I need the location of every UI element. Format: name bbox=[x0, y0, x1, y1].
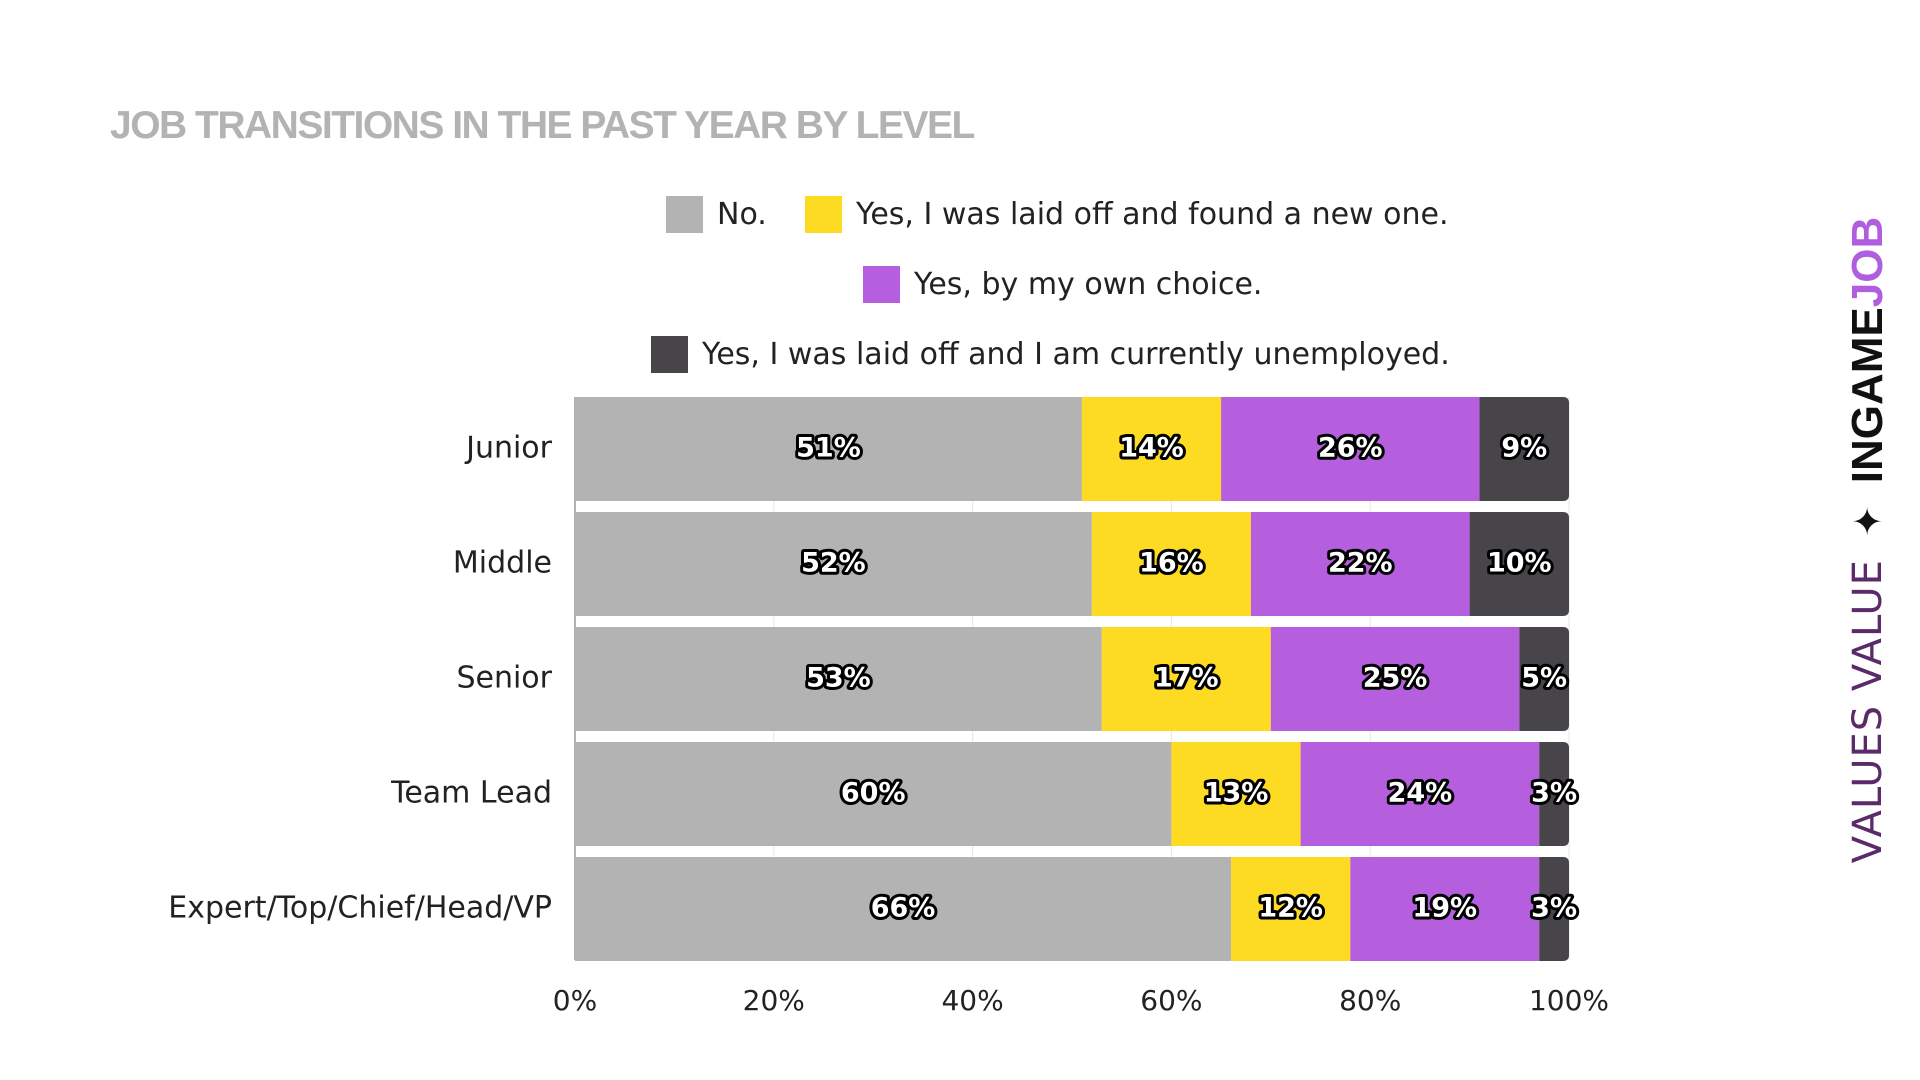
data-label: 5% bbox=[1521, 663, 1567, 694]
bar-segment-no bbox=[575, 857, 1232, 961]
x-tick-label: 40% bbox=[941, 984, 1003, 1017]
data-label: 22% bbox=[1328, 548, 1393, 579]
data-label: 3% bbox=[1531, 893, 1577, 924]
star-icon: ✦ bbox=[1846, 505, 1890, 538]
x-tick-label: 100% bbox=[1529, 984, 1609, 1017]
bar-segment-yes-by-my-own-choice bbox=[1350, 857, 1540, 961]
category-label-team-lead: Team Lead bbox=[391, 775, 552, 811]
data-label: 19% bbox=[1412, 893, 1477, 924]
category-label-senior: Senior bbox=[456, 660, 552, 696]
x-tick-label: 60% bbox=[1140, 984, 1202, 1017]
category-label-middle: Middle bbox=[452, 545, 552, 581]
data-label: 66% bbox=[871, 893, 936, 924]
data-label: 14% bbox=[1119, 433, 1184, 464]
category-label-junior: Junior bbox=[466, 430, 552, 466]
x-tick-label: 80% bbox=[1339, 984, 1401, 1017]
bar-segment-yes-by-my-own-choice bbox=[1250, 512, 1470, 616]
bar-segment-no bbox=[575, 627, 1102, 731]
data-label: 12% bbox=[1258, 893, 1323, 924]
brand-logo: VALUES VALUE ✦ INGAME JOB bbox=[1843, 217, 1893, 863]
data-label: 10% bbox=[1487, 548, 1552, 579]
data-label: 16% bbox=[1139, 548, 1204, 579]
legend-label-unemployed: Yes, I was laid off and I am currently u… bbox=[702, 337, 1450, 372]
legend-item-no: No. bbox=[666, 196, 767, 233]
data-label: 60% bbox=[841, 778, 906, 809]
bar-segment-yes-by-my-own-choice bbox=[1300, 742, 1540, 846]
data-label: 26% bbox=[1318, 433, 1383, 464]
data-label: 51% bbox=[796, 433, 861, 464]
legend-swatch-own-choice bbox=[863, 266, 900, 303]
bar-segment-no bbox=[575, 397, 1082, 501]
bar-segment-yes-i-was-laid-off-and-i-am-currently-unemployed bbox=[1469, 512, 1569, 616]
legend-item-laid-off-new-job: Yes, I was laid off and found a new one. bbox=[805, 196, 1449, 233]
legend-item-own-choice: Yes, by my own choice. bbox=[863, 266, 1262, 303]
data-label: 53% bbox=[806, 663, 871, 694]
chart-title: JOB TRANSITIONS IN THE PAST YEAR BY LEVE… bbox=[110, 104, 975, 147]
bar-segment-no bbox=[575, 742, 1172, 846]
data-label: 17% bbox=[1154, 663, 1219, 694]
bar-segment-yes-i-was-laid-off-and-i-am-currently-unemployed bbox=[1519, 627, 1569, 731]
legend-label-own-choice: Yes, by my own choice. bbox=[914, 267, 1263, 302]
bar-segment-yes-by-my-own-choice bbox=[1221, 397, 1480, 501]
legend-item-unemployed: Yes, I was laid off and I am currently u… bbox=[651, 336, 1450, 373]
bar-segment-yes-i-was-laid-off-and-found-a-new-one bbox=[1101, 627, 1271, 731]
data-label: 9% bbox=[1501, 433, 1547, 464]
bar-segment-no bbox=[575, 512, 1092, 616]
brand-name-part2: JOB bbox=[1843, 216, 1892, 308]
data-label: 52% bbox=[801, 548, 866, 579]
legend-swatch-unemployed bbox=[651, 336, 688, 373]
data-label: 25% bbox=[1363, 663, 1428, 694]
legend-swatch-no bbox=[666, 196, 703, 233]
legend-label-no: No. bbox=[717, 197, 767, 232]
bar-segment-yes-by-my-own-choice bbox=[1270, 627, 1520, 731]
bar-segment-yes-i-was-laid-off-and-i-am-currently-unemployed bbox=[1539, 742, 1569, 846]
bar-segment-yes-i-was-laid-off-and-i-am-currently-unemployed bbox=[1539, 857, 1569, 961]
bar-segment-yes-i-was-laid-off-and-found-a-new-one bbox=[1091, 512, 1251, 616]
category-label-expert: Expert/Top/Chief/Head/VP bbox=[168, 890, 552, 926]
brand-name-part1: INGAME bbox=[1843, 307, 1892, 484]
x-tick-label: 0% bbox=[553, 984, 597, 1017]
bar-segment-yes-i-was-laid-off-and-found-a-new-one bbox=[1231, 857, 1351, 961]
data-label: 24% bbox=[1388, 778, 1453, 809]
data-label: 13% bbox=[1204, 778, 1269, 809]
legend-swatch-laid-off-new-job bbox=[805, 196, 842, 233]
bar-segment-yes-i-was-laid-off-and-found-a-new-one bbox=[1171, 742, 1301, 846]
x-tick-label: 20% bbox=[743, 984, 805, 1017]
brand-tagline: VALUES VALUE bbox=[1845, 559, 1891, 864]
legend-label-laid-off-new-job: Yes, I was laid off and found a new one. bbox=[856, 197, 1449, 232]
bar-segment-yes-i-was-laid-off-and-found-a-new-one bbox=[1081, 397, 1222, 501]
bar-segment-yes-i-was-laid-off-and-i-am-currently-unemployed bbox=[1479, 397, 1569, 501]
data-label: 3% bbox=[1531, 778, 1577, 809]
